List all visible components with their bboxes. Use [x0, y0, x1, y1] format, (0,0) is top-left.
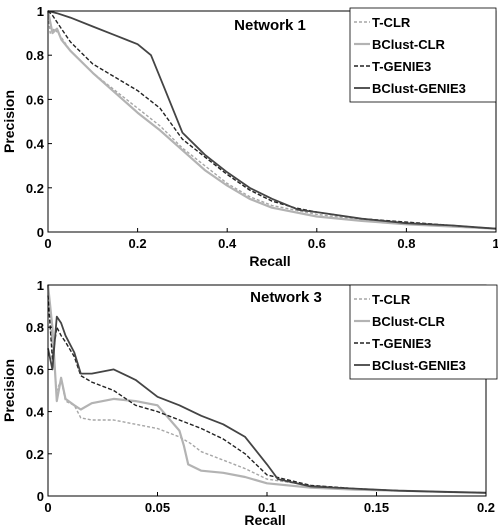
- legend: T-CLR BClust-CLR T-GENIE3 BClust-GENIE3: [349, 284, 498, 380]
- legend-box: [349, 7, 497, 103]
- y-tick-label: 0: [37, 489, 44, 504]
- y-tick-label: 0.4: [26, 137, 45, 152]
- x-axis-title: Recall: [244, 512, 285, 527]
- x-tick-label: 0: [44, 500, 51, 515]
- legend-label: T-CLR: [372, 15, 411, 30]
- legend-label: BClust-CLR: [372, 37, 446, 52]
- chart-panel-1: 0 0.2 0.4 0.6 0.8 1 0 0.2 0.4 0.6 0.8 1 Recall Precis…: [1, 4, 498, 269]
- chart-title: Network 3: [250, 289, 322, 306]
- series-line-bclust-genie3: [47, 10, 497, 230]
- y-tick-label: 1: [37, 4, 44, 19]
- x-tick-label: 0.15: [364, 500, 389, 515]
- legend-label: T-GENIE3: [372, 336, 431, 351]
- y-tick-label: 0.6: [26, 92, 44, 107]
- x-tick-label: 0: [44, 236, 51, 251]
- series-line-bclust-genie3: [47, 315, 487, 494]
- chart-panel-2: 0 0.05 0.1 0.15 0.2 0 0.2 0.4 0.6 0.8 1 Recall Preci…: [1, 278, 498, 527]
- series-line-bclust-clr: [46, 10, 497, 230]
- plot-frame: [47, 10, 497, 233]
- legend: T-CLR BClust-CLR T-GENIE3 BClust-GENIE3: [349, 7, 497, 103]
- x-tick-label: 0.05: [145, 500, 170, 515]
- y-tick-label: 0.4: [26, 405, 45, 420]
- legend-label: BClust-GENIE3: [372, 81, 466, 96]
- y-axis-title: Precision: [1, 359, 17, 422]
- legend-label: BClust-CLR: [372, 314, 446, 329]
- x-tick-label: 0.2: [129, 236, 147, 251]
- legend-label: T-CLR: [372, 292, 411, 307]
- x-axis-title: Recall: [249, 253, 290, 269]
- series-line-bclust-clr: [46, 284, 487, 494]
- x-tick-label: 0.2: [477, 500, 495, 515]
- legend-box: [349, 284, 498, 380]
- y-axis-title: Precision: [1, 90, 17, 153]
- series-line-t-genie3: [47, 295, 487, 494]
- y-tick-label: 0: [37, 225, 44, 240]
- y-tick-label: 0.2: [26, 181, 44, 196]
- legend-label: T-GENIE3: [372, 59, 431, 74]
- chart-title: Network 1: [234, 17, 306, 34]
- y-tick-label: 1: [37, 278, 44, 293]
- legend-label: BClust-GENIE3: [372, 358, 466, 373]
- x-tick-label: 0.6: [308, 236, 326, 251]
- x-tick-label: 0.4: [218, 236, 237, 251]
- y-tick-label: 0.2: [26, 447, 44, 462]
- x-tick-label: 0.8: [397, 236, 415, 251]
- y-tick-label: 0.8: [26, 48, 44, 63]
- y-tick-label: 0.8: [26, 320, 44, 335]
- series-line-t-genie3: [47, 10, 497, 230]
- x-tick-label: 0.1: [258, 500, 276, 515]
- y-tick-label: 0.6: [26, 362, 44, 377]
- x-tick-label: 1: [492, 236, 498, 251]
